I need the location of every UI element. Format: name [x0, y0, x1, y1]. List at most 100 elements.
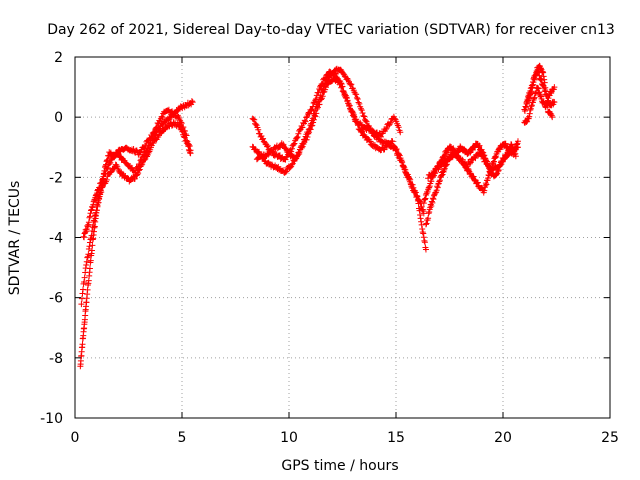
data-point: [465, 165, 472, 172]
data-point: [527, 87, 534, 94]
data-point: [81, 274, 88, 281]
data-point: [309, 103, 316, 110]
data-point: [93, 190, 100, 197]
data-point: [153, 125, 160, 132]
data-point: [439, 171, 446, 178]
data-point: [338, 83, 345, 90]
data-point: [358, 107, 365, 114]
data-point: [135, 170, 142, 177]
data-point: [283, 168, 290, 175]
y-tick-label: -10: [40, 411, 63, 427]
data-point: [490, 158, 497, 165]
data-point: [155, 121, 162, 128]
data-point: [470, 173, 477, 180]
y-tick-labels: -10 -8 -6 -4 -2 0 2: [40, 50, 63, 427]
data-point: [474, 179, 481, 186]
data-point: [288, 161, 295, 168]
data-point: [306, 110, 313, 117]
y-tick-label: -6: [49, 291, 63, 307]
x-tick-label: 10: [280, 430, 298, 446]
data-point: [416, 207, 423, 214]
data-point: [87, 257, 94, 264]
data-point: [93, 207, 100, 214]
data-point: [312, 113, 319, 120]
data-point: [310, 116, 317, 123]
data-point: [383, 144, 390, 151]
data-point: [402, 166, 409, 173]
data-point: [113, 150, 120, 157]
data-point: [425, 215, 432, 222]
data-point: [551, 84, 558, 91]
data-point: [420, 234, 427, 241]
data-point: [359, 110, 366, 116]
data-point: [534, 84, 541, 91]
data-point: [86, 214, 93, 221]
data-point: [280, 141, 287, 148]
data-point: [182, 131, 189, 138]
data-point: [91, 217, 98, 224]
data-point: [319, 93, 326, 100]
data-point: [303, 114, 310, 121]
data-point: [542, 84, 549, 91]
data-point: [419, 229, 426, 236]
data-point: [255, 126, 262, 133]
data-point: [414, 197, 421, 204]
data-point: [88, 232, 95, 239]
data-point: [80, 233, 87, 240]
data-point: [526, 110, 533, 117]
data-point: [107, 169, 114, 176]
data-point: [421, 237, 428, 244]
data-point: [400, 163, 407, 170]
data-point: [407, 176, 414, 183]
data-point: [427, 204, 434, 211]
data-point: [313, 95, 320, 102]
x-tick-label: 5: [178, 430, 187, 446]
data-point: [80, 286, 87, 293]
data-point: [483, 181, 490, 188]
data-point: [83, 258, 90, 265]
data-point: [393, 146, 400, 153]
data-points: [77, 62, 558, 370]
data-point: [294, 152, 301, 159]
data-point: [151, 128, 158, 135]
data-point: [82, 265, 89, 272]
data-point: [322, 84, 329, 91]
data-point: [544, 97, 551, 104]
y-axis-label: SDTVAR / TECUs: [7, 181, 23, 296]
data-point: [429, 199, 436, 206]
data-point: [339, 88, 346, 95]
data-point: [149, 133, 156, 140]
data-point: [98, 179, 105, 186]
data-point: [523, 104, 530, 111]
data-point: [378, 133, 385, 140]
data-point: [426, 209, 433, 216]
data-point: [298, 144, 305, 151]
data-point: [333, 70, 340, 77]
axis-ticks: [74, 56, 611, 419]
data-point: [111, 165, 118, 172]
data-point: [421, 196, 428, 203]
x-tick-label: 15: [387, 430, 405, 446]
data-point: [159, 114, 166, 121]
data-point: [397, 129, 404, 136]
data-point: [318, 96, 325, 103]
data-point: [361, 113, 368, 120]
data-point: [541, 79, 548, 86]
data-point: [414, 193, 421, 200]
data-point: [83, 262, 90, 269]
data-point: [529, 78, 536, 85]
data-point: [422, 195, 429, 202]
data-point: [423, 220, 430, 227]
data-point: [399, 159, 406, 166]
data-point: [251, 116, 258, 123]
data-point: [362, 117, 369, 124]
data-point: [87, 210, 94, 217]
y-tick-label: 0: [54, 110, 63, 126]
data-point: [363, 118, 370, 125]
data-point: [252, 121, 259, 128]
data-point: [310, 119, 317, 126]
data-point: [418, 218, 425, 225]
data-point: [482, 157, 489, 164]
data-point: [316, 101, 323, 108]
